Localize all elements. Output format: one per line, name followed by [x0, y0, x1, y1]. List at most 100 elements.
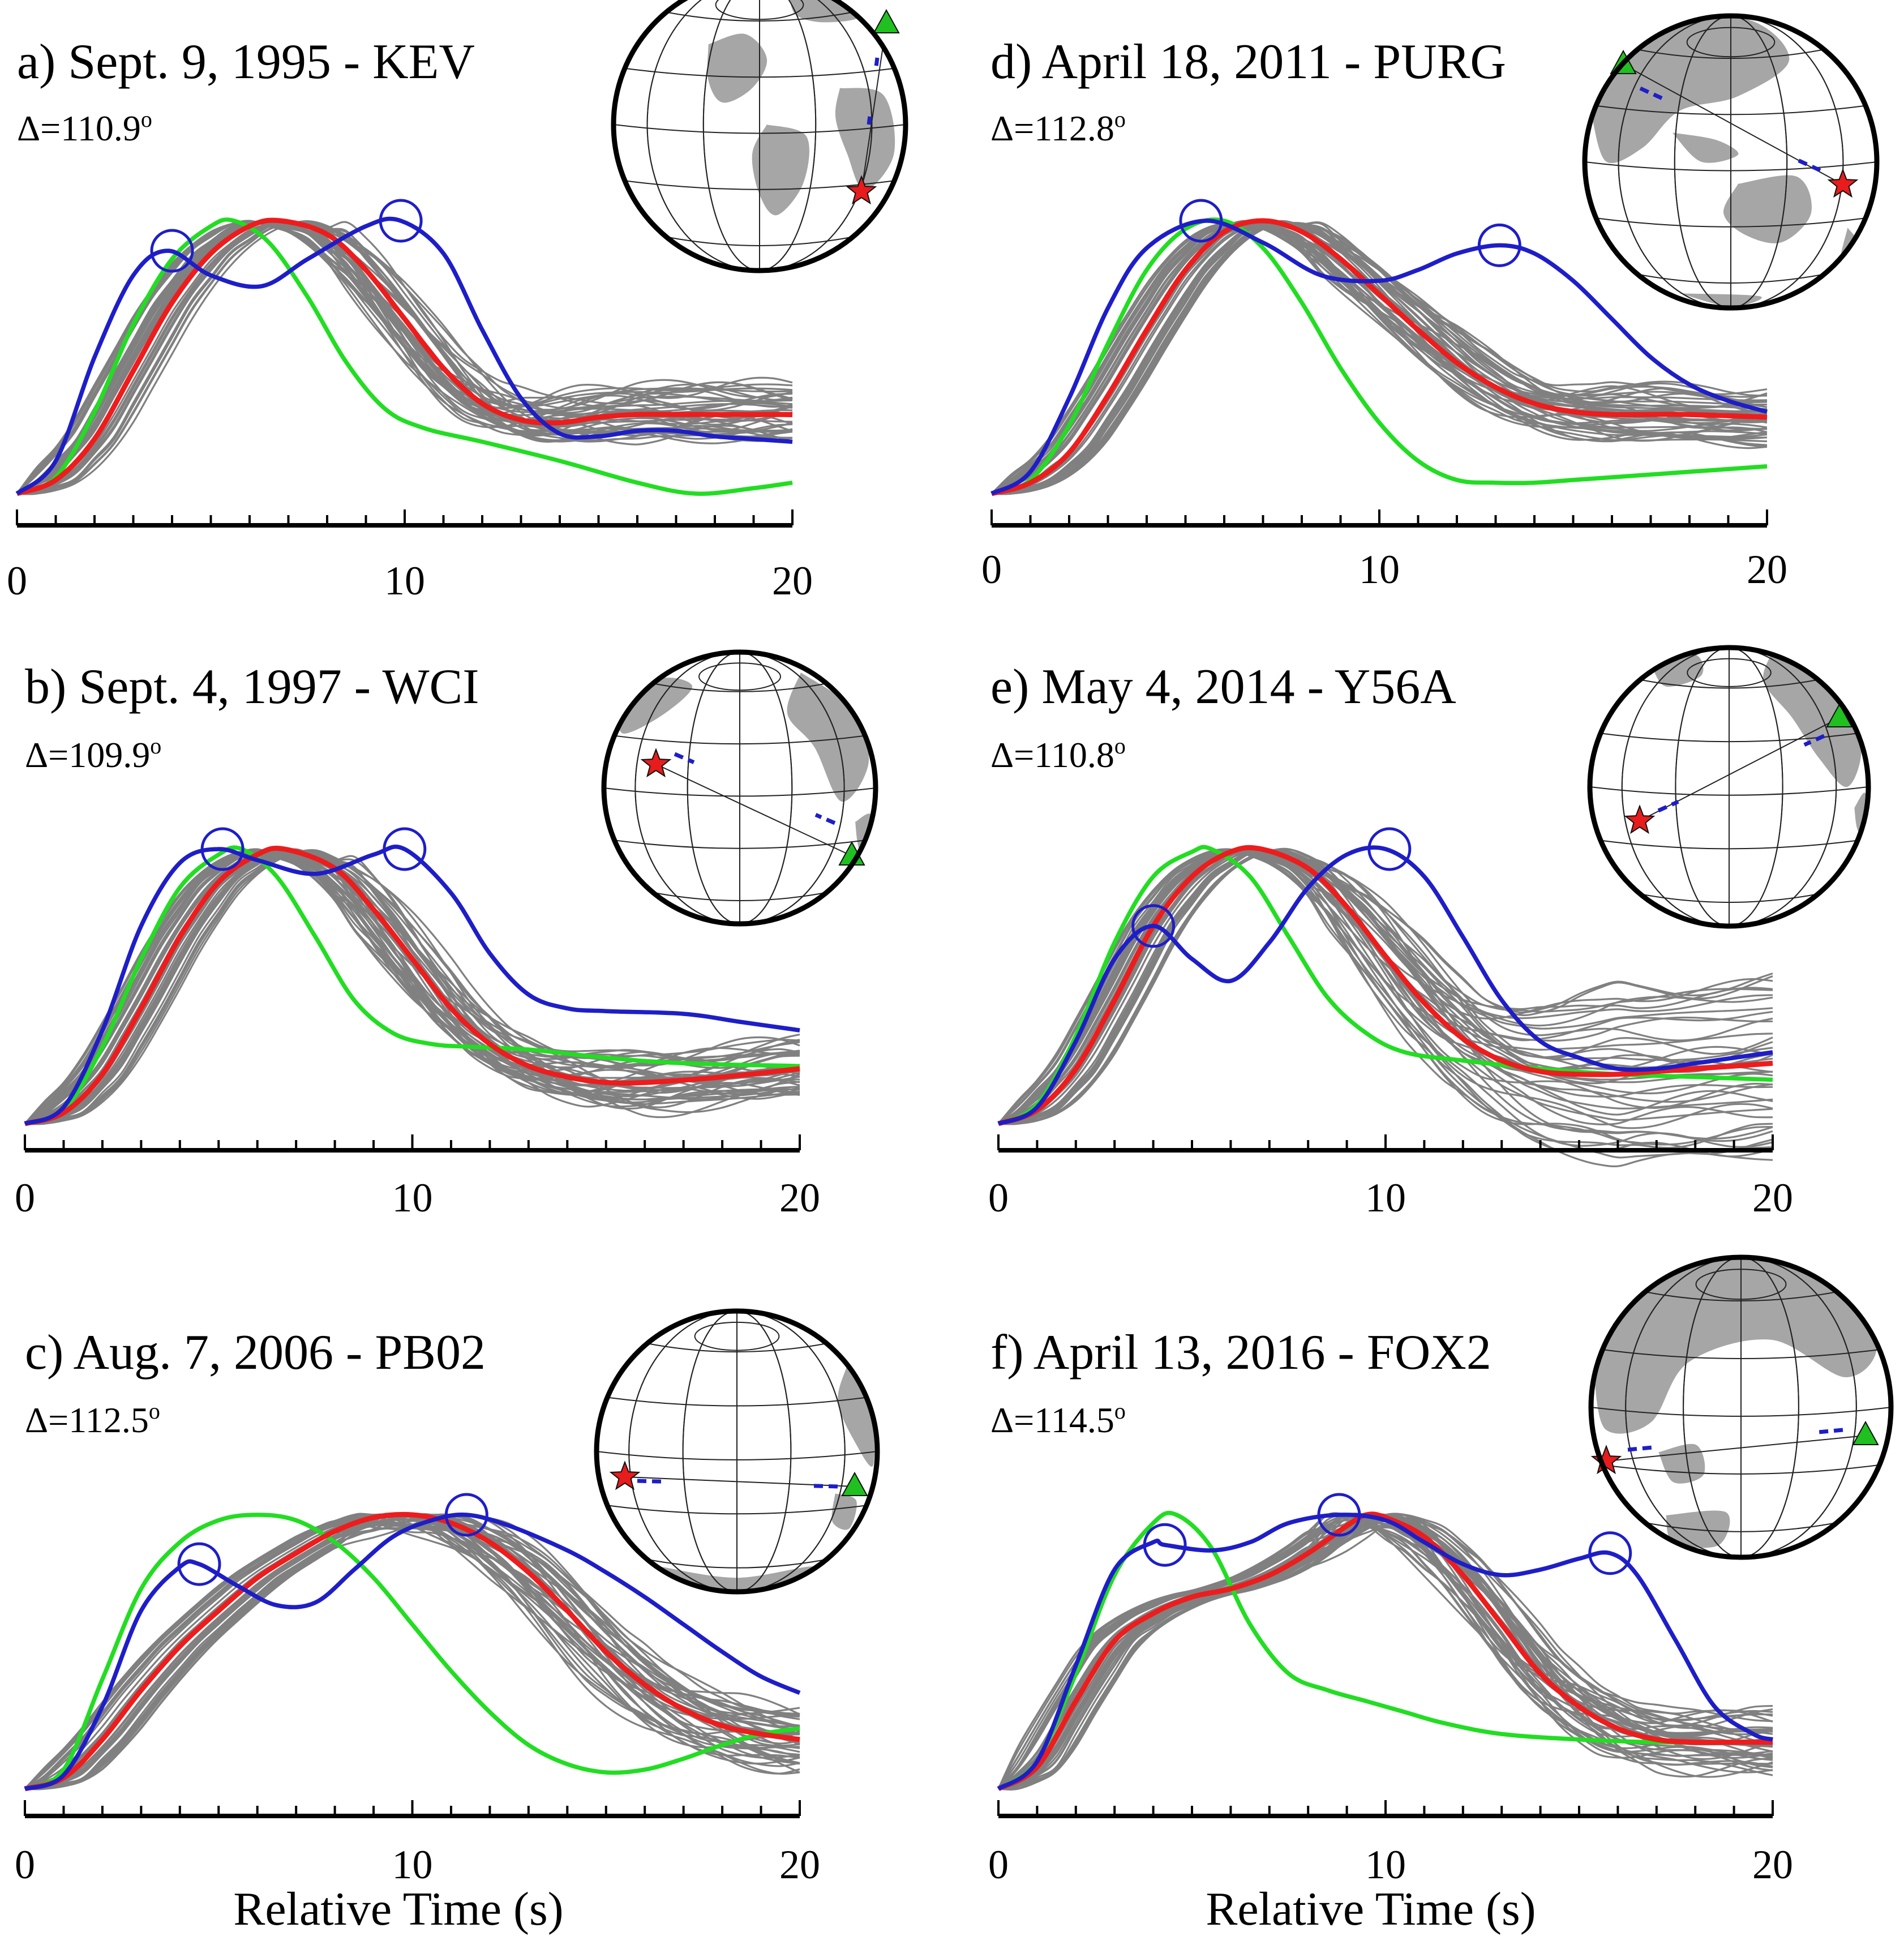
globe-land	[707, 33, 767, 103]
gray-trace	[24, 1515, 800, 1790]
panel-f-title: f) April 13, 2016 - FOX2	[990, 1325, 1491, 1380]
x-tick-label: 0	[15, 1842, 35, 1887]
globe-land	[838, 1367, 874, 1467]
x-tick-label: 20	[779, 1842, 820, 1887]
globe-parallel	[653, 892, 827, 902]
x-tick-label: 10	[1365, 1175, 1406, 1220]
x-tick-label: 20	[772, 558, 813, 603]
gray-trace	[16, 220, 793, 495]
gray-trace	[24, 850, 800, 1125]
gray-trace	[16, 221, 793, 495]
panel-e-plot: 0 10 20	[988, 827, 1793, 1220]
globe-land	[788, 0, 863, 23]
gray-trace	[991, 221, 1768, 495]
globe-inner	[1585, 16, 1877, 308]
gray-trace	[24, 850, 800, 1125]
globe-land	[752, 125, 809, 216]
panel-e-delta-value: Δ=110.8	[990, 735, 1114, 775]
panel-a-delta: Δ=110.9o	[17, 106, 152, 148]
panel-a: a) Sept. 9, 1995 - KEV Δ=110.9o 0 10 20	[7, 0, 908, 603]
panel-d-gray-ensemble	[990, 220, 1768, 495]
x-tick-label: 20	[779, 1175, 820, 1220]
globe-meridian	[628, 1311, 846, 1592]
globe-inner	[1591, 1257, 1891, 1557]
globe-parallel	[1645, 1522, 1837, 1532]
x-tick-label: 10	[392, 1175, 433, 1220]
event-star-icon	[846, 175, 877, 205]
panel-a-degree: o	[141, 106, 152, 132]
globe-meridian	[687, 652, 793, 924]
globe-land	[1666, 1510, 1730, 1548]
panel-c-delta: Δ=112.5o	[25, 1398, 160, 1440]
panel-f-gray-ensemble	[997, 1512, 1773, 1790]
great-circle-path	[655, 764, 852, 856]
x-tick-label: 10	[1359, 547, 1400, 592]
raypath-segment	[867, 116, 872, 125]
peak-marker	[200, 827, 245, 871]
gray-trace	[998, 849, 1773, 1125]
blue-series-line	[990, 219, 1768, 496]
great-circle-path	[1606, 1435, 1866, 1462]
x-axis-label-left: Relative Time (s)	[233, 1883, 563, 1935]
globe-land	[835, 88, 895, 191]
red-series-line	[16, 217, 792, 496]
x-tick-label: 0	[988, 1842, 1009, 1887]
gray-trace	[998, 848, 1773, 1125]
globe-meridian	[1618, 16, 1844, 308]
panel-b-title: b) Sept. 4, 1997 - WCI	[25, 659, 479, 714]
green-series-line	[990, 217, 1768, 496]
raypath-segment	[1798, 159, 1821, 173]
globe-polar-circle	[1695, 1269, 1787, 1300]
globe-outline	[611, 0, 908, 273]
gray-trace	[991, 221, 1768, 495]
panel-f-degree: o	[1114, 1398, 1126, 1424]
peak-marker	[1143, 1523, 1187, 1567]
panel-b-degree: o	[150, 733, 161, 759]
panel-c-degree: o	[149, 1398, 160, 1424]
panel-f-delta-value: Δ=114.5	[990, 1400, 1114, 1440]
raypath-segment	[814, 813, 836, 825]
event-star-icon	[609, 1460, 641, 1490]
raypath-segment	[1627, 1445, 1654, 1452]
gray-trace	[998, 849, 1773, 1125]
panel-c-globe	[594, 1308, 880, 1595]
globe-land	[1658, 1443, 1705, 1484]
globe-parallel	[1602, 1464, 1880, 1475]
blue-series-line	[15, 216, 793, 496]
gray-trace	[16, 220, 793, 495]
panel-b: b) Sept. 4, 1997 - WCI Δ=109.9o 0 10 20	[15, 649, 878, 1220]
peak-marker	[383, 827, 427, 871]
x-tick-label: 10	[1365, 1842, 1406, 1887]
red-series-line	[24, 1511, 800, 1792]
x-axis-label-right: Relative Time (s)	[1206, 1883, 1536, 1935]
red-series-line	[990, 218, 1768, 496]
x-tick-label: 0	[7, 558, 27, 603]
gray-trace	[24, 1515, 800, 1790]
x-tick-label: 20	[1752, 1842, 1793, 1887]
globe-polar-circle	[698, 662, 781, 691]
peak-marker	[444, 1493, 488, 1537]
event-star-icon	[1827, 168, 1859, 198]
red-series-line	[997, 845, 1773, 1126]
panel-d-plot: 0 10 20	[981, 199, 1787, 592]
gray-trace	[24, 849, 800, 1125]
gray-trace	[991, 221, 1768, 495]
globe-outline	[594, 1308, 880, 1595]
x-tick-label: 0	[988, 1175, 1009, 1220]
green-series-line	[24, 1513, 800, 1791]
x-tick-label: 0	[15, 1175, 35, 1220]
globe-parallel	[604, 787, 876, 797]
gray-trace	[991, 221, 1768, 495]
globe-parallel	[597, 1451, 877, 1460]
gray-trace	[991, 220, 1768, 495]
gray-trace	[998, 848, 1773, 1125]
globe-parallel	[1600, 839, 1858, 850]
panel-c: c) Aug. 7, 2006 - PB02 Δ=112.5o 0 10 20 Re…	[15, 1308, 880, 1935]
peak-marker	[177, 1542, 221, 1586]
globe-meridian	[682, 1311, 792, 1592]
globe-outline	[1582, 13, 1880, 311]
panel-f-globe	[1588, 1254, 1894, 1560]
panel-f-plot: 0 10 20	[988, 1493, 1793, 1887]
panel-f-delta: Δ=114.5o	[990, 1398, 1126, 1440]
blue-series-line	[997, 1513, 1774, 1791]
